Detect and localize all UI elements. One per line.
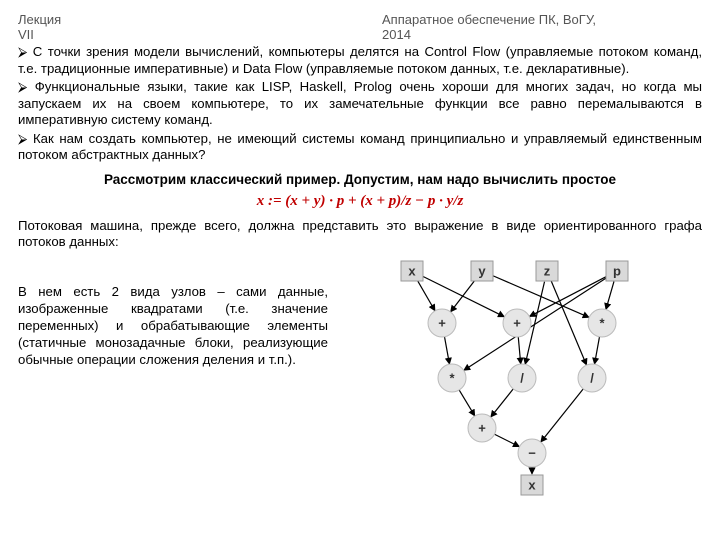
p2-text: Функциональные языки, такие как LISP, Ha… (18, 79, 702, 127)
svg-text:−: − (528, 445, 536, 460)
svg-text:/: / (520, 370, 524, 385)
svg-text:z: z (544, 263, 551, 278)
svg-text:x: x (408, 263, 416, 278)
svg-text:+: + (513, 315, 521, 330)
paragraph-3: ⮚ Как нам создать компьютер, не имеющий … (18, 131, 702, 164)
svg-text:p: p (613, 263, 621, 278)
split-layout: В нем есть 2 вида узлов – сами данные, и… (18, 253, 702, 503)
bullet-icon: ⮚ (18, 79, 27, 94)
bullet-icon: ⮚ (18, 44, 27, 59)
bold-heading: Рассмотрим классический пример. Допустим… (18, 172, 702, 187)
p3-text: Как нам создать компьютер, не имеющий си… (18, 131, 702, 163)
paragraph-2: ⮚ Функциональные языки, такие как LISP, … (18, 79, 702, 129)
paragraph-1: ⮚ С точки зрения модели вычислений, комп… (18, 44, 702, 77)
header-right: Аппаратное обеспечение ПК, ВоГУ, 2014 (382, 12, 702, 42)
paragraph-4: Потоковая машина, прежде всего, должна п… (18, 218, 702, 251)
bullet-icon: ⮚ (18, 131, 27, 146)
graph-container: xyzpx++**//+− (342, 253, 702, 503)
header-left: Лекция VII (18, 12, 98, 42)
svg-text:+: + (478, 420, 486, 435)
svg-text:/: / (590, 370, 594, 385)
paragraph-5: В нем есть 2 вида узлов – сами данные, и… (18, 283, 328, 369)
svg-text:x: x (528, 477, 536, 492)
svg-text:+: + (438, 315, 446, 330)
svg-text:y: y (478, 263, 486, 278)
page-header: Лекция VII Аппаратное обеспечение ПК, Во… (18, 12, 702, 42)
dataflow-graph: xyzpx++**//+− (342, 253, 682, 503)
p1-text: С точки зрения модели вычислений, компью… (18, 44, 702, 76)
formula: x := (x + y) · p + (x + p)/z − p · y/z (18, 193, 702, 210)
